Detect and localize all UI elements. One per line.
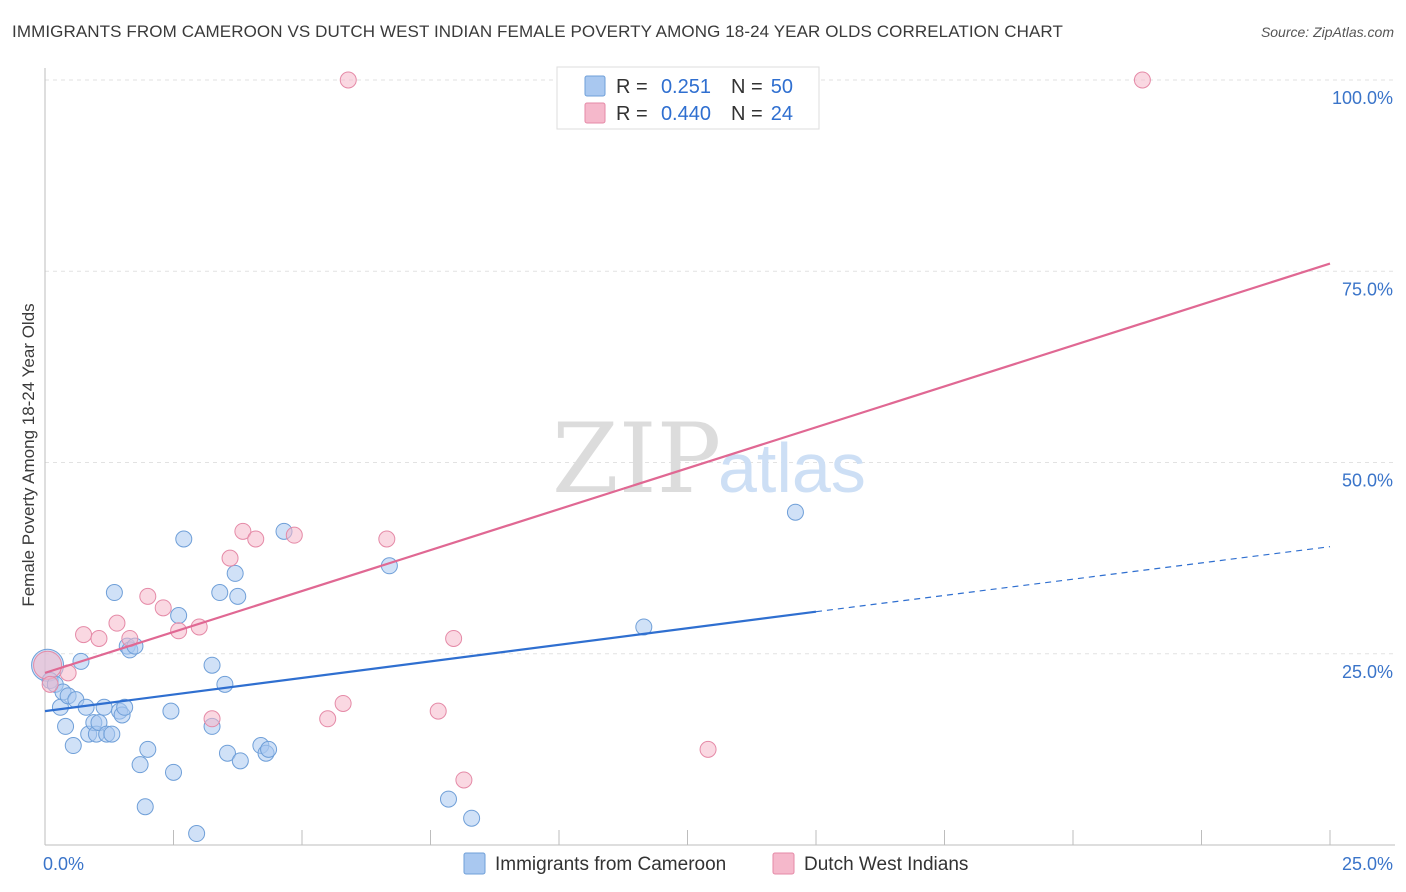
point-cameroon — [139, 740, 157, 758]
point-cameroon — [136, 798, 154, 816]
point-dutch-west-indian — [90, 629, 108, 647]
bottom-legend-swatch — [772, 852, 795, 875]
point-dutch-west-indian — [334, 694, 352, 712]
legend-n-label: N = — [731, 76, 763, 98]
point-dutch-west-indian — [154, 599, 172, 617]
point-cameroon — [218, 744, 236, 762]
point-cameroon — [57, 717, 75, 735]
legend-swatch — [584, 75, 606, 97]
trend-line-cameroon-extrapolated — [815, 546, 1331, 613]
gridlines — [45, 79, 1395, 655]
source-label: Source: ZipAtlas.com — [1260, 24, 1394, 40]
point-dutch-west-indian — [234, 522, 252, 540]
trend-line-dutch-west-indian — [44, 262, 1331, 674]
point-dutch-west-indian — [41, 675, 59, 693]
point-dutch-west-indian — [445, 629, 463, 647]
point-cameroon — [229, 587, 247, 605]
y-tick-label: 75.0% — [1342, 279, 1393, 299]
axes — [44, 68, 1395, 846]
point-dutch-west-indian — [75, 626, 93, 644]
x-tick-label: 25.0% — [1342, 854, 1393, 874]
point-dutch-west-indian — [33, 650, 63, 680]
point-cameroon — [105, 584, 123, 602]
point-cameroon — [786, 503, 804, 521]
point-cameroon — [203, 656, 221, 674]
point-dutch-west-indian — [429, 702, 447, 720]
point-dutch-west-indian — [108, 614, 126, 632]
point-dutch-west-indian — [455, 771, 473, 789]
watermark: ZIP atlas — [552, 403, 866, 515]
legend-r-label: R = — [616, 76, 648, 98]
point-dutch-west-indian — [339, 71, 357, 89]
x-tick-label: 0.0% — [43, 854, 84, 874]
point-cameroon — [64, 737, 82, 755]
point-cameroon — [175, 530, 193, 548]
point-dutch-west-indian — [247, 530, 265, 548]
legend-n-label: N = — [731, 103, 763, 125]
point-cameroon — [216, 675, 234, 693]
point-cameroon — [439, 790, 457, 808]
point-cameroon — [165, 763, 182, 781]
bottom-legend-label: Immigrants from Cameroon — [495, 854, 726, 875]
point-cameroon — [131, 756, 149, 774]
y-tick-labels: 25.0% 50.0% 75.0% 100.0% — [1332, 88, 1393, 682]
point-cameroon — [116, 698, 134, 716]
legend-swatch — [584, 102, 606, 124]
point-cameroon — [188, 825, 206, 843]
y-axis-label: Female Poverty Among 18-24 Year Olds — [19, 303, 38, 606]
point-dutch-west-indian — [699, 740, 717, 758]
trend-lines — [44, 262, 1331, 713]
bottom-legend-label: Dutch West Indians — [804, 854, 968, 875]
legend: R = 0.251 N = 50 R = 0.440 N = 24 — [556, 66, 820, 130]
point-dutch-west-indian — [203, 710, 221, 728]
point-cameroon — [103, 725, 121, 743]
point-cameroon — [260, 740, 278, 758]
y-tick-label: 50.0% — [1342, 471, 1393, 491]
point-dutch-west-indian — [319, 710, 337, 728]
legend-r-value: 0.440 — [661, 103, 711, 125]
point-cameroon — [231, 752, 249, 770]
point-cameroon — [226, 564, 244, 582]
point-dutch-west-indian — [285, 526, 303, 544]
point-cameroon — [211, 584, 229, 602]
y-tick-label: 100.0% — [1332, 88, 1393, 108]
trend-line-cameroon — [44, 610, 817, 713]
point-dutch-west-indian — [1133, 71, 1151, 89]
point-dutch-west-indian — [139, 587, 157, 605]
point-cameroon — [170, 607, 188, 624]
y-tick-label: 25.0% — [1342, 662, 1393, 682]
legend-r-label: R = — [616, 103, 648, 125]
point-dutch-west-indian — [221, 549, 239, 567]
point-dutch-west-indian — [378, 530, 396, 548]
bottom-legend-swatch — [463, 852, 486, 875]
point-cameroon — [463, 809, 481, 827]
watermark-zip: ZIP — [552, 403, 721, 515]
scatter-points — [31, 71, 1151, 843]
legend-r-value: 0.251 — [661, 76, 711, 98]
watermark-atlas: atlas — [718, 429, 866, 507]
legend-n-value: 50 — [771, 76, 793, 98]
chart-title: IMMIGRANTS FROM CAMEROON VS DUTCH WEST I… — [12, 22, 1063, 41]
x-tick-labels: 0.0% 25.0% — [43, 854, 1393, 874]
point-cameroon — [162, 702, 180, 720]
legend-n-value: 24 — [771, 103, 793, 125]
bottom-legend: Immigrants from Cameroon Dutch West India… — [463, 852, 968, 875]
